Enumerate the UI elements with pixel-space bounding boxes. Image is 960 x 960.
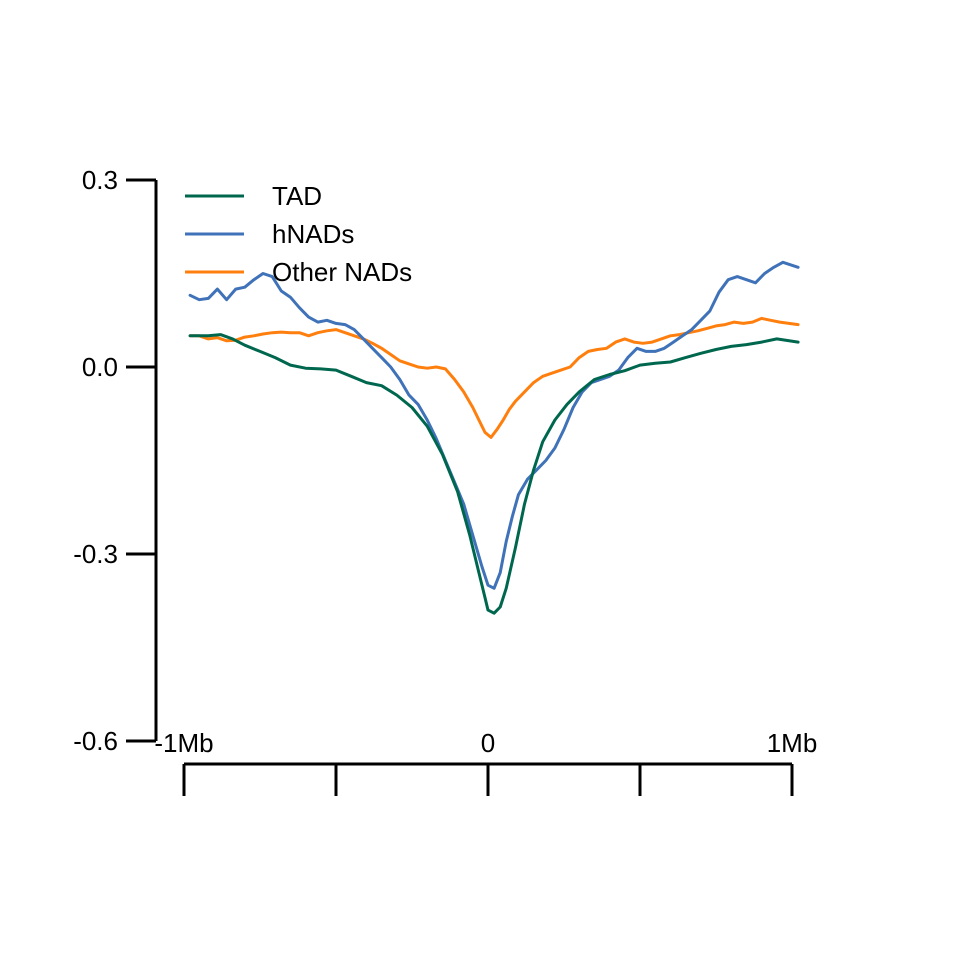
- x-axis-ticks: -1Mb 0 1Mb: [154, 728, 817, 796]
- x-tick-label: 0: [481, 728, 495, 758]
- plot-series: [188, 260, 800, 615]
- legend-label: Other NADs: [272, 257, 412, 287]
- series-line-tad: [188, 333, 800, 615]
- y-tick-label: 0.0: [82, 352, 118, 382]
- y-axis: 0.3 0.0 -0.3 -0.6: [73, 165, 158, 756]
- y-tick-label: 0.3: [82, 165, 118, 195]
- legend-label: TAD: [272, 181, 322, 211]
- series-line-other-nads: [188, 316, 800, 439]
- legend-label: hNADs: [272, 219, 354, 249]
- series-line-hnads: [188, 260, 800, 590]
- y-tick-label: -0.3: [73, 539, 118, 569]
- x-tick-label: -1Mb: [154, 728, 213, 758]
- y-tick-label: -0.6: [73, 726, 118, 756]
- legend: TAD hNADs Other NADs: [185, 181, 412, 287]
- x-tick-label: 1Mb: [767, 728, 818, 758]
- x-axis: -1Mb 0 1Mb: [154, 728, 817, 796]
- y-axis-ticks: 0.3 0.0 -0.3 -0.6: [73, 165, 156, 756]
